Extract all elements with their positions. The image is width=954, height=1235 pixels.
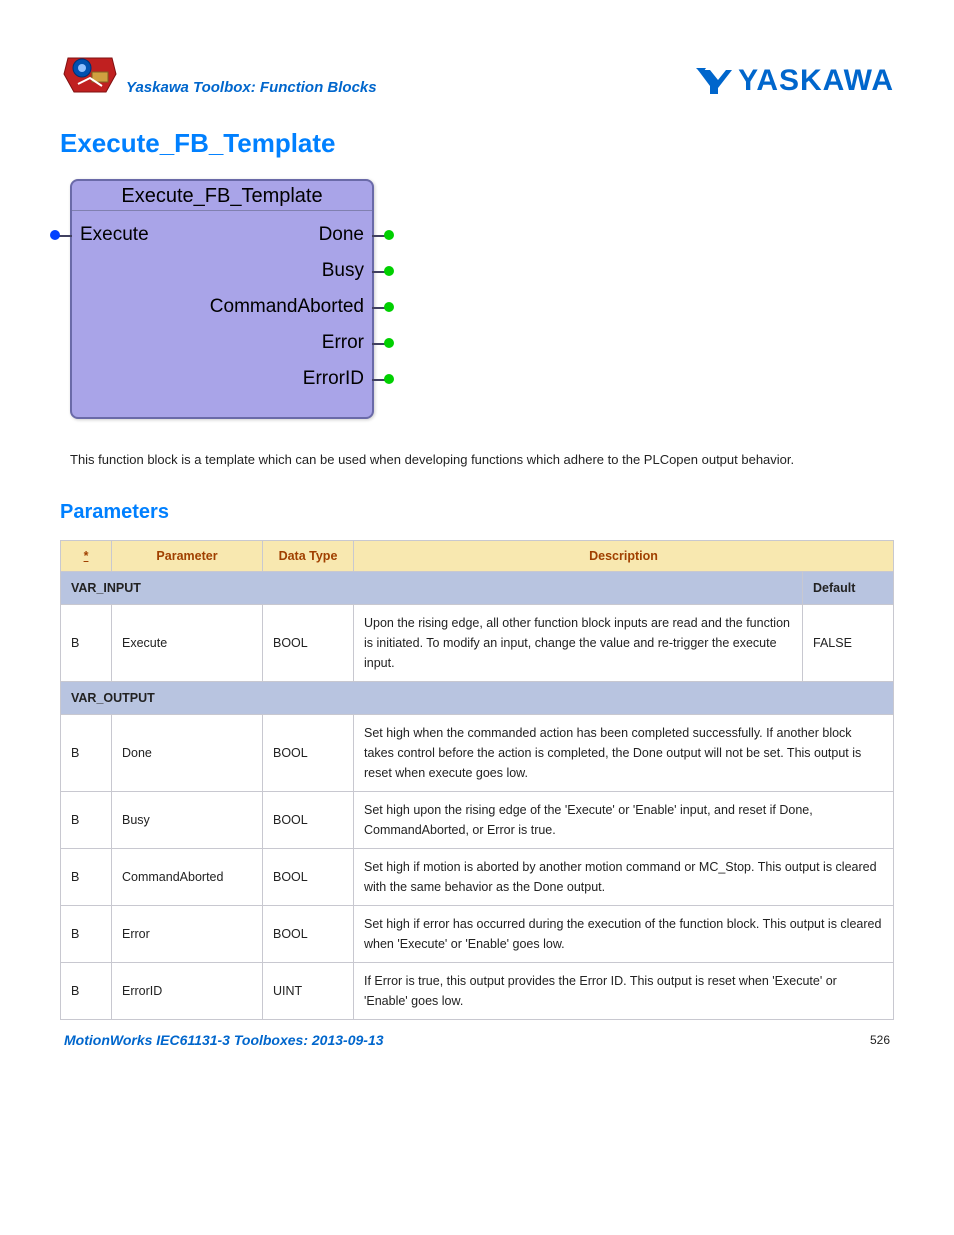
cell-star: B xyxy=(61,906,112,963)
table-row: B Done BOOL Set high when the commanded … xyxy=(61,715,894,792)
cell-desc: Set high when the commanded action has b… xyxy=(354,715,894,792)
function-block-title: Execute_FB_Template xyxy=(72,181,372,211)
page-header: Yaskawa Toolbox: Function Blocks YASKAWA xyxy=(60,50,894,98)
toolbox-logo-icon xyxy=(60,50,120,98)
cell-dtype: BOOL xyxy=(263,792,354,849)
parameters-heading: Parameters xyxy=(60,501,894,524)
page-footer: MotionWorks IEC61131-3 Toolboxes: 2013-0… xyxy=(60,1032,894,1048)
fb-output-label: Done xyxy=(149,224,364,246)
parameters-table: * Parameter Data Type Description VAR_IN… xyxy=(60,540,894,1020)
fb-row-busy: Busy xyxy=(72,253,372,289)
cell-dtype: UINT xyxy=(263,963,354,1020)
section-var-output: VAR_OUTPUT xyxy=(61,682,894,715)
description-text: This function block is a template which … xyxy=(70,449,884,471)
cell-desc: Set high if motion is aborted by another… xyxy=(354,849,894,906)
function-block-diagram: Execute_FB_Template Execute Done Busy xyxy=(70,179,894,419)
fb-output-label: ErrorID xyxy=(80,368,364,390)
cell-dtype: BOOL xyxy=(263,849,354,906)
yaskawa-brand-text: YASKAWA xyxy=(738,64,894,98)
section-var-input: VAR_INPUT Default xyxy=(61,572,894,605)
cell-desc: Set high upon the rising edge of the 'Ex… xyxy=(354,792,894,849)
table-header-row: * Parameter Data Type Description xyxy=(61,541,894,572)
cell-star: B xyxy=(61,963,112,1020)
fb-output-dot-icon xyxy=(384,230,394,240)
cell-dtype: BOOL xyxy=(263,906,354,963)
cell-desc: Upon the rising edge, all other function… xyxy=(354,605,803,682)
footer-page-number: 526 xyxy=(870,1033,890,1047)
fb-input-label: Execute xyxy=(80,224,149,246)
cell-desc: If Error is true, this output provides t… xyxy=(354,963,894,1020)
cell-param: Busy xyxy=(112,792,263,849)
col-data-type: Data Type xyxy=(263,541,354,572)
table-row: B Busy BOOL Set high upon the rising edg… xyxy=(61,792,894,849)
cell-star: B xyxy=(61,605,112,682)
fb-output-dot-icon xyxy=(384,338,394,348)
section-name: VAR_INPUT xyxy=(61,572,803,605)
cell-star: B xyxy=(61,849,112,906)
fb-input-dot-icon xyxy=(50,230,60,240)
fb-row-error: Error xyxy=(72,325,372,361)
section-name: VAR_OUTPUT xyxy=(61,682,894,715)
section-extra: Default xyxy=(803,572,894,605)
cell-default: FALSE xyxy=(803,605,894,682)
fb-row-commandaborted: CommandAborted xyxy=(72,289,372,325)
header-left: Yaskawa Toolbox: Function Blocks xyxy=(60,50,377,98)
function-block-box: Execute_FB_Template Execute Done Busy xyxy=(70,179,374,419)
table-row: B Error BOOL Set high if error has occur… xyxy=(61,906,894,963)
cell-param: Error xyxy=(112,906,263,963)
fb-row-execute-done: Execute Done xyxy=(72,217,372,253)
table-row: B Execute BOOL Upon the rising edge, all… xyxy=(61,605,894,682)
function-block-body: Execute Done Busy CommandAborted xyxy=(72,211,372,417)
fb-output-dot-icon xyxy=(384,302,394,312)
fb-output-label: Error xyxy=(80,332,364,354)
cell-star: B xyxy=(61,792,112,849)
page-title: Execute_FB_Template xyxy=(60,128,894,159)
table-row: B CommandAborted BOOL Set high if motion… xyxy=(61,849,894,906)
fb-output-label: Busy xyxy=(80,260,364,282)
table-row: B ErrorID UINT If Error is true, this ou… xyxy=(61,963,894,1020)
yaskawa-logo: YASKAWA xyxy=(696,64,894,98)
cell-param: Execute xyxy=(112,605,263,682)
cell-param: Done xyxy=(112,715,263,792)
fb-row-errorid: ErrorID xyxy=(72,361,372,397)
cell-star: B xyxy=(61,715,112,792)
col-description: Description xyxy=(354,541,894,572)
cell-dtype: BOOL xyxy=(263,605,354,682)
fb-output-dot-icon xyxy=(384,266,394,276)
breadcrumb: Yaskawa Toolbox: Function Blocks xyxy=(126,79,377,98)
cell-desc: Set high if error has occurred during th… xyxy=(354,906,894,963)
col-star: * xyxy=(61,541,112,572)
col-parameter: Parameter xyxy=(112,541,263,572)
cell-dtype: BOOL xyxy=(263,715,354,792)
footer-doc-title: MotionWorks IEC61131-3 Toolboxes: 2013-0… xyxy=(64,1032,384,1048)
fb-output-label: CommandAborted xyxy=(80,296,364,318)
cell-param: CommandAborted xyxy=(112,849,263,906)
yaskawa-mark-icon xyxy=(696,66,732,96)
fb-output-dot-icon xyxy=(384,374,394,384)
cell-param: ErrorID xyxy=(112,963,263,1020)
